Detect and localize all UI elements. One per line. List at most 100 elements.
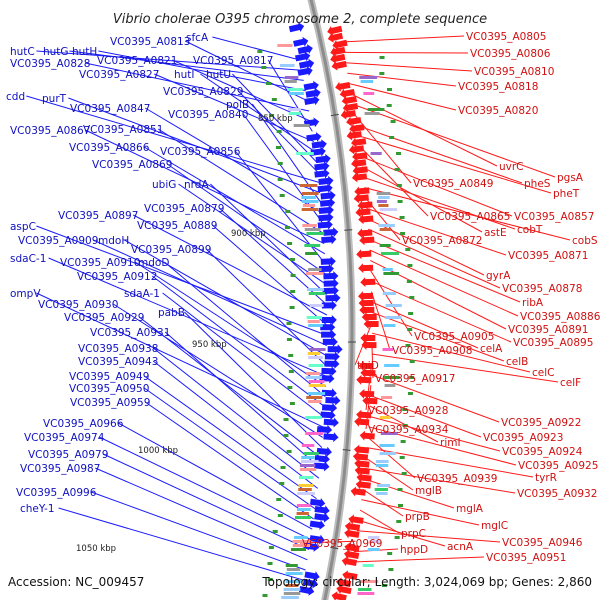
marker: [389, 136, 395, 139]
marker: [405, 344, 411, 347]
marker: [285, 210, 291, 213]
label-leader-line: [178, 183, 327, 285]
feature-block: [308, 400, 322, 403]
marker: [402, 424, 408, 427]
reverse-gene-label: VC0395_A0849: [413, 178, 493, 190]
label-leader-line: [144, 401, 315, 520]
feature-block: [285, 564, 298, 567]
forward-gene-label: aspC: [10, 221, 36, 233]
forward-gene-label: VC0395_A0897: [58, 210, 138, 222]
reverse-gene-label: VC0395_A0934: [368, 424, 449, 436]
feature-block: [376, 492, 388, 495]
reverse-gene-label: hppD: [400, 544, 428, 556]
reverse-gene-label: VC0395_A0908: [392, 345, 472, 357]
forward-gene-arrow: [323, 271, 339, 282]
reverse-gene-arrow: [360, 277, 376, 288]
marker: [390, 120, 396, 123]
tick-label-900: 900 kbp: [231, 229, 266, 239]
forward-gene-label: VC0395_A0931: [90, 327, 170, 339]
reverse-gene-arrow: [363, 319, 379, 330]
marker: [289, 258, 295, 261]
reverse-gene-arrow: [348, 514, 364, 525]
forward-gene-arrow: [310, 146, 326, 157]
reverse-gene-label: VC0395_A0946: [502, 537, 583, 549]
forward-gene-label: VC0395_A0943: [78, 356, 158, 368]
label-leader-line: [143, 375, 317, 500]
reverse-gene-arrow: [358, 214, 374, 225]
marker: [399, 216, 405, 219]
forward-gene-label: VC0395_A0869: [92, 159, 172, 171]
reverse-gene-arrow: [362, 395, 378, 406]
feature-block: [306, 396, 323, 399]
forward-gene-arrow: [314, 161, 330, 172]
feature-block: [302, 224, 317, 227]
forward-gene-arrow: [318, 212, 334, 223]
feature-block: [297, 492, 315, 495]
reverse-gene-arrow: [356, 249, 372, 260]
feature-block: [376, 484, 391, 487]
feature-block: [301, 444, 315, 447]
reverse-gene-label: VC0395_A0924: [502, 446, 583, 458]
marker: [387, 552, 393, 555]
forward-gene-label: VC0395_A0966: [43, 418, 124, 430]
marker: [289, 402, 295, 405]
marker: [287, 386, 293, 389]
reverse-gene-label: VC0395_A0878: [502, 283, 582, 295]
feature-block: [305, 376, 322, 379]
forward-gene-label: cheY-1: [20, 503, 55, 515]
reverse-gene-arrow: [342, 102, 359, 113]
marker: [262, 594, 268, 597]
label-leader-line: [200, 73, 316, 153]
feature-block: [309, 304, 324, 307]
reverse-gene-arrow: [331, 591, 347, 600]
label-leader-line: [210, 183, 327, 295]
forward-gene-label: VC0395_A0912: [77, 271, 157, 283]
feature-block: [292, 544, 311, 547]
label-leader-line: [211, 224, 328, 326]
label-leader-line: [117, 422, 313, 530]
forward-gene-arrow: [318, 205, 334, 216]
feature-block: [301, 192, 319, 195]
feature-block: [306, 316, 323, 319]
reverse-gene-arrow: [341, 556, 358, 567]
forward-gene-label: VC0395_A0828: [10, 58, 90, 70]
reverse-gene-label: prpC: [401, 528, 426, 540]
feature-block: [379, 452, 396, 455]
marker: [402, 408, 408, 411]
reverse-gene-label: VC0395_A0806: [470, 48, 551, 60]
feature-block: [293, 124, 310, 127]
tick-label-950: 950 kbp: [192, 340, 227, 350]
feature-block: [367, 108, 385, 111]
label-leader-line: [69, 50, 304, 81]
feature-block: [380, 432, 398, 435]
forward-gene-arrow: [321, 300, 337, 311]
forward-gene-arrow: [323, 417, 339, 428]
forward-gene-arrow: [305, 88, 321, 98]
forward-gene-arrow: [294, 51, 311, 62]
feature-block: [305, 432, 323, 435]
label-leader-line: [164, 331, 321, 469]
forward-gene-arrow: [309, 520, 325, 530]
reverse-gene-label: VC0395_A0951: [486, 552, 566, 564]
marker: [405, 248, 411, 251]
label-leader-line: [85, 62, 310, 112]
feature-block: [308, 392, 326, 395]
forward-gene-label: mdoH: [98, 235, 129, 247]
feature-block: [382, 268, 393, 271]
summary-label: Topology: circular; Length: 3,024,069 bp…: [261, 575, 592, 589]
forward-gene-arrow: [306, 131, 322, 142]
feature-block: [360, 580, 379, 583]
reverse-gene-label: VC0395_A0871: [508, 250, 588, 262]
label-leader-line: [352, 103, 556, 178]
feature-block: [301, 460, 319, 463]
label-leader-line: [363, 176, 516, 230]
marker: [397, 200, 403, 203]
feature-block: [376, 192, 391, 195]
feature-block: [284, 80, 297, 83]
label-leader-line: [102, 453, 310, 551]
feature-block: [367, 548, 380, 551]
marker: [398, 504, 404, 507]
label-leader-line: [205, 248, 327, 367]
feature-block: [287, 88, 303, 91]
forward-gene-arrow: [320, 410, 336, 421]
